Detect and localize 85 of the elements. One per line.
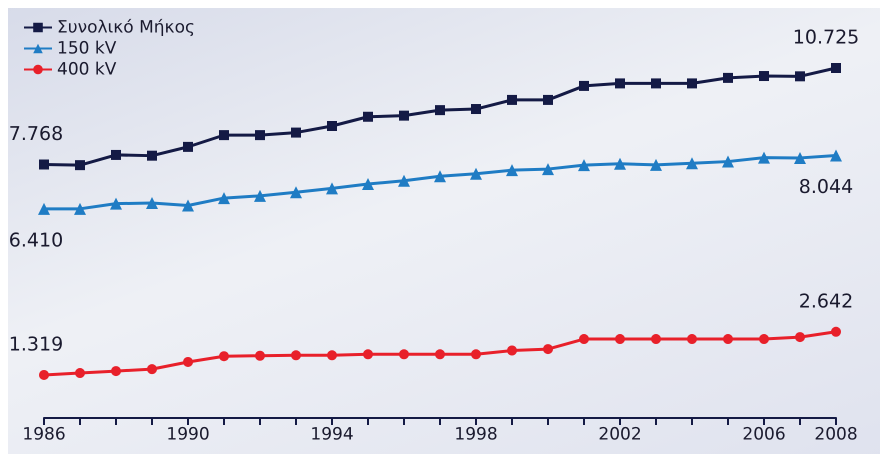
point xyxy=(147,364,157,374)
legend-label: Συνολικό Μήκος xyxy=(57,18,195,38)
point xyxy=(686,157,698,170)
x-tick-label: 2008 xyxy=(814,424,858,444)
point xyxy=(831,63,841,73)
point xyxy=(362,178,374,190)
point xyxy=(506,164,518,176)
point xyxy=(471,104,481,114)
point xyxy=(147,150,157,161)
point xyxy=(507,346,517,356)
point xyxy=(759,71,769,82)
point xyxy=(723,334,733,344)
point xyxy=(183,142,193,152)
point xyxy=(614,158,626,170)
point xyxy=(722,156,734,168)
point xyxy=(398,174,410,187)
point xyxy=(110,198,122,210)
point xyxy=(434,170,446,182)
legend-label: 150 kV xyxy=(57,38,117,58)
data-label: 1.319 xyxy=(8,333,64,356)
point xyxy=(615,334,625,344)
point xyxy=(291,350,301,360)
point xyxy=(75,160,85,170)
point xyxy=(759,334,769,344)
point xyxy=(507,94,517,105)
point xyxy=(218,192,230,204)
point xyxy=(651,334,661,344)
point xyxy=(219,130,229,140)
point xyxy=(830,149,842,162)
point xyxy=(146,197,158,210)
point xyxy=(794,152,806,164)
point xyxy=(579,80,589,91)
x-tick-label: 1986 xyxy=(22,424,66,444)
point xyxy=(435,349,445,360)
data-label: 7.768 xyxy=(8,123,64,145)
point xyxy=(399,349,409,360)
point xyxy=(219,351,229,362)
x-tick-label: 2006 xyxy=(742,424,786,444)
x-tick-label: 1998 xyxy=(454,424,498,444)
point xyxy=(723,72,733,83)
point xyxy=(758,152,770,164)
point xyxy=(399,110,409,121)
x-tick-label: 2002 xyxy=(598,424,642,444)
point xyxy=(363,349,373,360)
point xyxy=(254,190,266,202)
point xyxy=(363,112,373,122)
point xyxy=(111,366,121,376)
point xyxy=(255,130,265,140)
point xyxy=(182,200,194,212)
point xyxy=(795,71,805,82)
x-tick-label: 1990 xyxy=(166,424,210,444)
point xyxy=(255,350,265,361)
point xyxy=(183,356,193,367)
point xyxy=(542,163,554,176)
point xyxy=(435,105,445,116)
point xyxy=(687,78,697,88)
point xyxy=(578,159,590,172)
data-label: 8.044 xyxy=(798,176,854,198)
point xyxy=(111,150,121,160)
data-label: 10.725 xyxy=(792,26,860,48)
point xyxy=(39,370,49,380)
x-tick-label: 1994 xyxy=(310,424,354,444)
point xyxy=(543,94,553,105)
point xyxy=(471,349,481,360)
point xyxy=(291,128,301,138)
point xyxy=(687,334,697,344)
point xyxy=(290,186,302,198)
point xyxy=(38,202,50,215)
data-label: 2.642 xyxy=(798,290,854,312)
point xyxy=(74,202,86,215)
point xyxy=(543,344,553,354)
point xyxy=(327,350,337,360)
data-label: 6.410 xyxy=(8,229,64,252)
point xyxy=(327,120,337,131)
point xyxy=(326,182,338,194)
point xyxy=(39,160,49,170)
point xyxy=(75,368,85,378)
point xyxy=(650,158,662,171)
point xyxy=(795,332,805,342)
point xyxy=(651,78,661,88)
point xyxy=(615,78,625,88)
point xyxy=(579,334,589,344)
point xyxy=(470,168,482,180)
legend-label: 400 kV xyxy=(57,60,117,80)
point xyxy=(831,326,841,337)
